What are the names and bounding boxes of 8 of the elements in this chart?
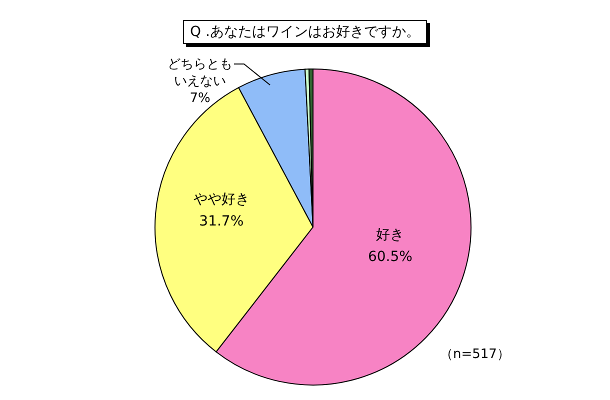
chart-title: Q .あなたはワインはお好きですか。: [183, 20, 427, 44]
slice-label: どちらともいえない: [168, 57, 232, 89]
data-label: 7%: [190, 91, 210, 106]
slice-label: 好き: [376, 227, 404, 244]
data-label: 31.7%: [199, 214, 244, 230]
text: （n=517）: [440, 346, 510, 363]
slice-label: やや好き: [193, 192, 250, 208]
data-label: 60.5%: [368, 249, 412, 266]
